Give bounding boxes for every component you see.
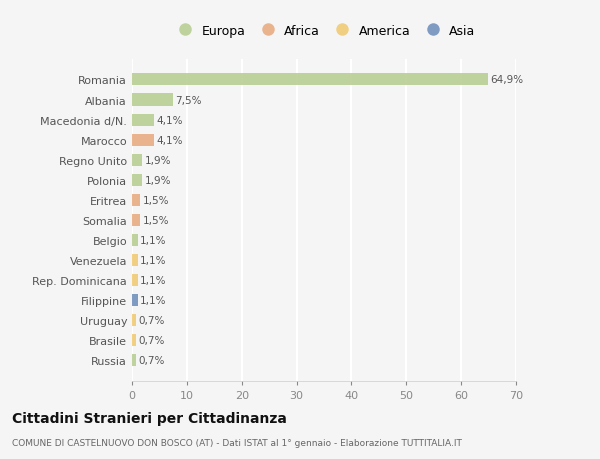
Text: 4,1%: 4,1%	[157, 115, 183, 125]
Bar	[132, 235, 138, 246]
Text: 1,1%: 1,1%	[140, 235, 167, 245]
Text: 7,5%: 7,5%	[175, 95, 202, 105]
Text: 4,1%: 4,1%	[157, 135, 183, 146]
Text: 0,7%: 0,7%	[138, 315, 164, 325]
Bar	[132, 254, 138, 266]
Text: COMUNE DI CASTELNUOVO DON BOSCO (AT) - Dati ISTAT al 1° gennaio - Elaborazione T: COMUNE DI CASTELNUOVO DON BOSCO (AT) - D…	[12, 438, 462, 447]
Bar	[132, 214, 140, 226]
Bar	[132, 134, 154, 146]
Bar	[132, 74, 488, 86]
Text: 1,1%: 1,1%	[140, 275, 167, 285]
Text: 1,1%: 1,1%	[140, 255, 167, 265]
Text: 1,5%: 1,5%	[142, 215, 169, 225]
Text: Cittadini Stranieri per Cittadinanza: Cittadini Stranieri per Cittadinanza	[12, 411, 287, 425]
Text: 1,9%: 1,9%	[145, 175, 171, 185]
Text: 0,7%: 0,7%	[138, 336, 164, 345]
Text: 0,7%: 0,7%	[138, 355, 164, 365]
Legend: Europa, Africa, America, Asia: Europa, Africa, America, Asia	[169, 21, 479, 41]
Text: 1,1%: 1,1%	[140, 295, 167, 305]
Bar	[132, 314, 136, 326]
Bar	[132, 274, 138, 286]
Text: 1,9%: 1,9%	[145, 155, 171, 165]
Bar	[132, 114, 154, 126]
Bar	[132, 294, 138, 306]
Bar	[132, 194, 140, 206]
Bar	[132, 154, 142, 166]
Text: 64,9%: 64,9%	[490, 75, 523, 85]
Bar	[132, 94, 173, 106]
Bar	[132, 354, 136, 366]
Bar	[132, 174, 142, 186]
Text: 1,5%: 1,5%	[142, 196, 169, 205]
Bar	[132, 334, 136, 347]
